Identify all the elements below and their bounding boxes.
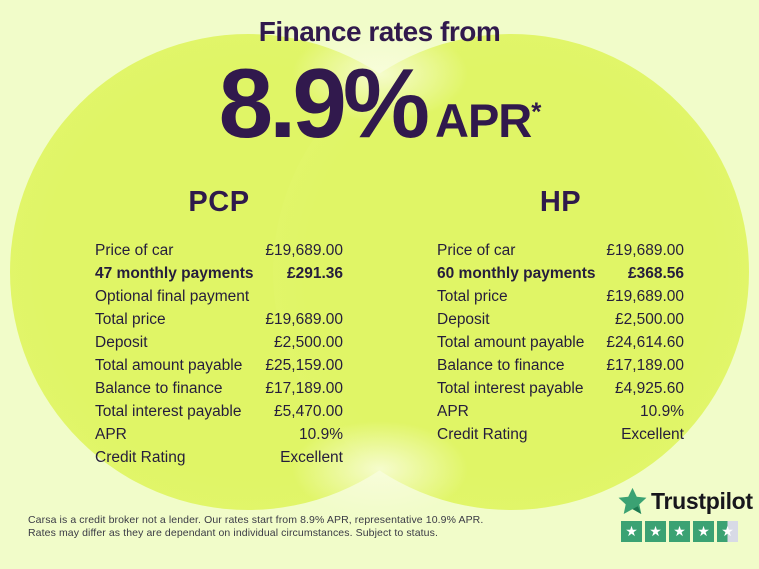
table-row: Total amount payable £25,159.00 <box>95 354 343 377</box>
rate-unit: APR* <box>435 93 541 148</box>
pcp-heading: PCP <box>188 186 250 218</box>
row-value: £19,689.00 <box>265 310 343 328</box>
trustpilot-logo: Trustpilot <box>618 487 753 516</box>
row-label: Credit Rating <box>437 425 528 443</box>
table-row: APR 10.9% <box>437 400 684 423</box>
star-icon: ★ <box>669 521 690 542</box>
table-row: Credit Rating Excellent <box>437 423 684 446</box>
row-label: APR <box>95 425 127 443</box>
table-row: Balance to finance £17,189.00 <box>95 377 343 400</box>
row-value: £291.36 <box>286 264 343 282</box>
row-label: Deposit <box>95 333 148 351</box>
row-label: Total price <box>95 310 166 328</box>
trustpilot-brand-name: Trustpilot <box>651 488 753 514</box>
table-row: Price of car £19,689.00 <box>437 239 684 262</box>
row-label: 47 monthly payments <box>95 264 254 282</box>
row-value: £19,689.00 <box>265 241 343 259</box>
star-icon: ★ <box>645 521 666 542</box>
row-value: £19,689.00 <box>606 287 684 305</box>
row-value: £17,189.00 <box>606 356 684 374</box>
row-label: Optional final payment <box>95 287 250 305</box>
row-label: Total amount payable <box>437 333 585 351</box>
legal-disclaimer-line1: Carsa is a credit broker not a lender. O… <box>28 514 484 526</box>
row-value: £5,470.00 <box>274 402 343 420</box>
table-row: Deposit £2,500.00 <box>437 308 684 331</box>
trustpilot-rating-stars: ★ ★ ★ ★ ★ <box>621 521 753 542</box>
row-label: Total interest payable <box>95 402 242 420</box>
trustpilot-star-icon <box>618 487 647 515</box>
hp-table: Price of car £19,689.00 60 monthly paymen… <box>437 239 684 446</box>
hp-heading: HP <box>539 186 582 218</box>
table-row: Price of car £19,689.00 <box>95 239 343 262</box>
table-row: Deposit £2,500.00 <box>95 331 343 354</box>
row-label: Total amount payable <box>95 356 243 374</box>
row-label: Total price <box>437 287 508 305</box>
row-value: £368.56 <box>627 264 684 282</box>
table-row: 47 monthly payments £291.36 <box>95 262 343 285</box>
pcp-table: Price of car £19,689.00 47 monthly paymen… <box>95 239 343 469</box>
row-value: £2,500.00 <box>615 310 684 328</box>
table-row: APR 10.9% <box>95 423 343 446</box>
star-icon: ★ <box>693 521 714 542</box>
trustpilot-badge[interactable]: Trustpilot ★ ★ ★ ★ ★ <box>618 487 753 542</box>
row-value: £2,500.00 <box>274 333 343 351</box>
table-row: Credit Rating Excellent <box>95 446 343 469</box>
table-row: Total interest payable £4,925.60 <box>437 377 684 400</box>
table-row: Balance to finance £17,189.00 <box>437 354 684 377</box>
table-row: Total interest payable £5,470.00 <box>95 400 343 423</box>
row-label: Balance to finance <box>437 356 565 374</box>
row-label: APR <box>437 402 469 420</box>
row-label: Balance to finance <box>95 379 223 397</box>
pcp-column: PCP Price of car £19,689.00 47 monthly pa… <box>95 186 343 469</box>
hp-column: HP Price of car £19,689.00 60 monthly pay… <box>437 186 684 446</box>
headline-rate: 8.9% APR* <box>0 54 759 152</box>
row-value: £17,189.00 <box>265 379 343 397</box>
row-value: £4,925.60 <box>615 379 684 397</box>
row-value: £19,689.00 <box>606 241 684 259</box>
legal-disclaimer-line2: Rates may differ as they are dependant o… <box>28 526 438 539</box>
row-value: 10.9% <box>299 425 343 443</box>
row-label: Credit Rating <box>95 448 186 466</box>
row-label: Deposit <box>437 310 490 328</box>
table-row: 60 monthly payments £368.56 <box>437 262 684 285</box>
rate-value: 8.9% <box>218 48 430 158</box>
legal-disclaimer: Carsa is a credit broker not a lender. O… <box>28 514 548 539</box>
rate-unit-label: APR <box>435 94 532 147</box>
star-icon: ★ <box>621 521 642 542</box>
row-value: 10.9% <box>640 402 684 420</box>
table-row: Total amount payable £24,614.60 <box>437 331 684 354</box>
table-row: Total price £19,689.00 <box>437 285 684 308</box>
row-value: £24,614.60 <box>606 333 684 351</box>
row-label: Price of car <box>95 241 174 259</box>
table-row: Optional final payment <box>95 285 343 308</box>
row-value: Excellent <box>280 448 343 466</box>
row-value: Excellent <box>621 425 684 443</box>
half-star-icon: ★ <box>717 521 738 542</box>
row-value: £25,159.00 <box>265 356 343 374</box>
page-title: Finance rates from <box>258 16 501 47</box>
row-label: Price of car <box>437 241 516 259</box>
row-label: Total interest payable <box>437 379 584 397</box>
rate-asterisk: * <box>531 96 541 127</box>
row-label: 60 monthly payments <box>437 264 596 282</box>
table-row: Total price £19,689.00 <box>95 308 343 331</box>
